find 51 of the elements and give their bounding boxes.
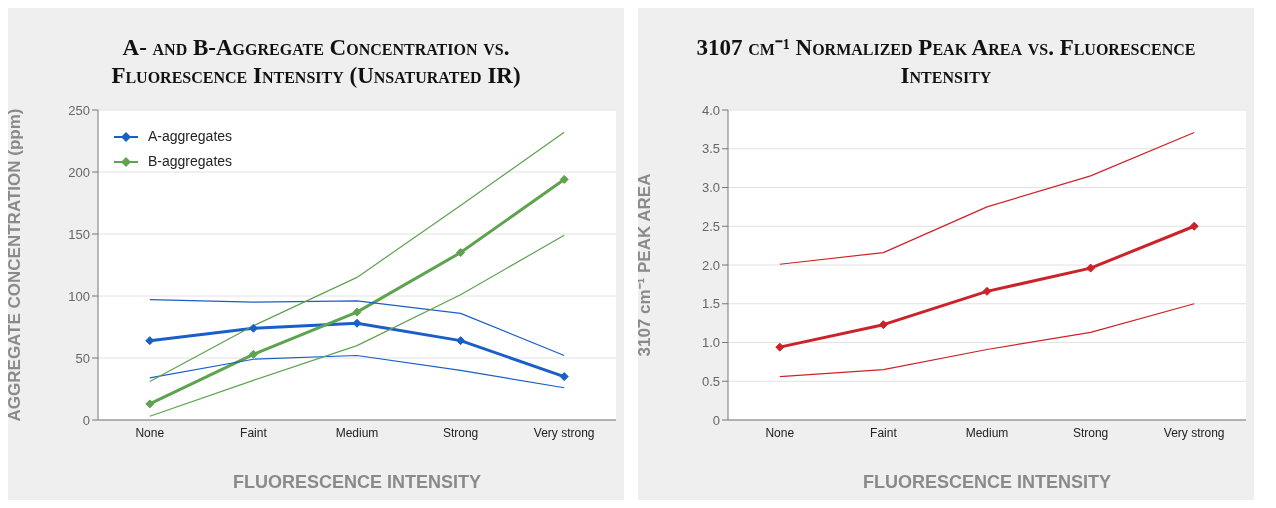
point <box>775 342 785 352</box>
point <box>456 248 466 258</box>
x-axis-title: FLUORESCENCE INTENSITY <box>232 472 482 492</box>
y-axis-title: 3107 cm⁻¹ PEAK AREA <box>635 173 655 357</box>
x-tick-label: Very strong <box>1163 425 1225 440</box>
y-tick-label: 150 <box>68 226 90 242</box>
point <box>982 286 992 296</box>
x-tick-label: Faint <box>240 425 268 440</box>
line-series <box>779 303 1195 378</box>
x-tick-label: None <box>765 425 795 440</box>
y-tick-label: 0.5 <box>701 373 720 389</box>
x-tick-label: Strong <box>442 425 479 440</box>
x-tick-label: None <box>135 425 165 440</box>
y-tick-label: 250 <box>68 102 90 118</box>
chart-title: 3107 cm⁻¹ Normalized Peak Area vs. Fluorescence Intensity <box>695 34 1197 90</box>
x-tick-label: Strong <box>1072 425 1109 440</box>
y-tick-label: 200 <box>68 164 90 180</box>
line-series <box>149 299 565 357</box>
point <box>145 336 155 346</box>
point <box>352 307 362 317</box>
line-series <box>149 234 565 417</box>
legend-label: B-aggregates <box>148 152 233 171</box>
x-tick-label: Very strong <box>533 425 595 440</box>
point <box>456 336 466 346</box>
line-series <box>149 131 565 383</box>
y-tick-label: 0 <box>82 412 90 428</box>
y-tick-label: 3.5 <box>701 141 720 157</box>
y-tick-label: 2.5 <box>701 218 720 234</box>
chart-title: A- and B-Aggregate Concentration vs. Fluorescence Intensity (Unsaturated IR) <box>110 34 522 90</box>
point <box>248 349 258 359</box>
y-tick-label: 1.0 <box>701 335 720 351</box>
x-tick-label: Medium <box>335 425 379 440</box>
point <box>248 323 258 333</box>
point <box>559 174 569 184</box>
x-tick-label: Faint <box>870 425 898 440</box>
point <box>559 372 569 382</box>
y-tick-label: 50 <box>75 350 90 366</box>
y-tick-label: 4.0 <box>701 102 720 118</box>
y-tick-label: 0 <box>712 412 720 428</box>
point <box>1189 221 1199 231</box>
legend-label: A-aggregates <box>148 127 233 146</box>
point <box>1086 263 1096 273</box>
point <box>145 399 155 409</box>
x-tick-label: Medium <box>965 425 1009 440</box>
y-axis-title: AGGREGATE CONCENTRATION (ppm) <box>5 108 25 422</box>
y-tick-label: 3.0 <box>701 180 720 196</box>
line-series <box>779 131 1195 265</box>
y-tick-label: 100 <box>68 288 90 304</box>
y-tick-label: 1.5 <box>701 296 720 312</box>
y-tick-label: 2.0 <box>701 257 720 273</box>
x-axis-title: FLUORESCENCE INTENSITY <box>862 472 1112 492</box>
